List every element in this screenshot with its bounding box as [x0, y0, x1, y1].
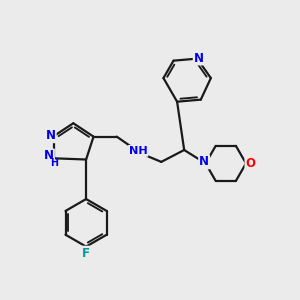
Text: N: N [44, 149, 54, 162]
Text: N: N [194, 52, 204, 64]
Text: O: O [245, 157, 256, 170]
Text: F: F [82, 247, 90, 260]
Text: H: H [50, 158, 58, 168]
Text: NH: NH [129, 146, 148, 156]
Text: N: N [199, 155, 209, 168]
Text: N: N [46, 129, 56, 142]
